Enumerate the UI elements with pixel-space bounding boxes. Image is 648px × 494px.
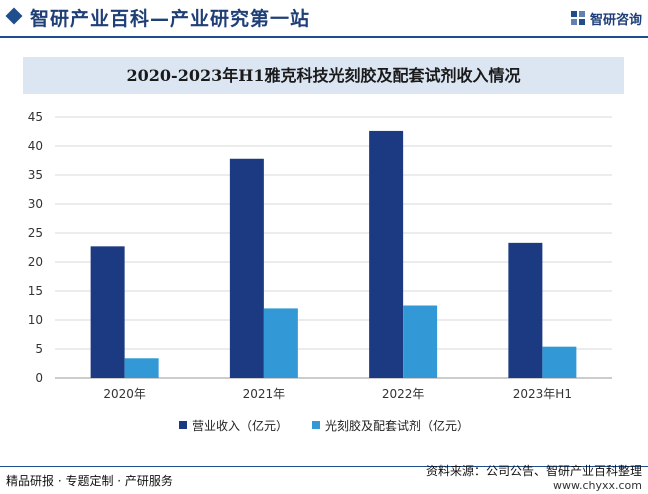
y-tick-label: 15 [28, 284, 43, 298]
bar-chart: 0 5 10 15 20 25 30 35 40 45 2020年 2021年 2022年 2023年H1 [28, 110, 612, 401]
page-header: 智研产业百科—产业研究第一站 智研咨询 [0, 0, 648, 34]
bar-photoresist [403, 305, 438, 378]
legend-item-photoresist: 光刻胶及配套试剂（亿元） [312, 417, 469, 434]
bar-revenue [229, 158, 264, 378]
footer-tagline: 精品研报 · 专题定制 · 产研服务 [6, 474, 173, 488]
y-tick-label: 25 [28, 226, 43, 240]
footer-divider [0, 466, 648, 467]
chart-title-box: 2020-2023年H1雅克科技光刻胶及配套试剂收入情况 [23, 57, 624, 94]
x-tick-label: 2021年 [243, 387, 286, 401]
legend-item-revenue: 营业收入（亿元） [178, 417, 288, 434]
y-tick-label: 0 [35, 371, 43, 385]
y-tick-label: 5 [35, 342, 43, 356]
bar-photoresist [124, 358, 159, 378]
logo-text: 智研咨询 [589, 12, 642, 28]
x-tick-label: 2022年 [382, 387, 425, 401]
chart-legend: 营业收入（亿元） 光刻胶及配套试剂（亿元） [0, 416, 648, 434]
chart-title: 2020-2023年H1雅克科技光刻胶及配套试剂收入情况 [126, 66, 521, 85]
diamond-icon [5, 7, 23, 25]
bar-photoresist [542, 346, 577, 378]
source-note: 资料来源：公司公告、智研产业百科整理 [425, 464, 642, 478]
y-tick-label: 30 [28, 197, 43, 211]
brand-logo[interactable]: 智研咨询 [570, 8, 642, 28]
page-footer: 资料来源：公司公告、智研产业百科整理 精品研报 · 专题定制 · 产研服务 ww… [0, 462, 648, 494]
legend-label-revenue: 营业收入（亿元） [191, 418, 288, 433]
footer-url[interactable]: www.chyxx.com [552, 479, 642, 492]
legend-swatch-photoresist [312, 421, 320, 429]
bar-revenue [369, 130, 404, 378]
legend-swatch-revenue [178, 421, 187, 429]
header-divider [0, 36, 648, 38]
y-tick-label: 35 [28, 168, 43, 182]
y-tick-label: 40 [28, 139, 43, 153]
y-tick-label: 45 [28, 110, 43, 124]
x-tick-label: 2023年H1 [513, 387, 572, 401]
bar-revenue [90, 246, 125, 378]
bar-photoresist [263, 308, 298, 378]
x-tick-label: 2020年 [103, 387, 146, 401]
site-title: 智研产业百科—产业研究第一站 [30, 8, 311, 30]
bar-revenue [508, 242, 543, 378]
y-tick-label: 20 [28, 255, 43, 269]
y-tick-label: 10 [28, 313, 43, 327]
logo-icon [570, 11, 585, 25]
legend-label-photoresist: 光刻胶及配套试剂（亿元） [325, 418, 470, 433]
